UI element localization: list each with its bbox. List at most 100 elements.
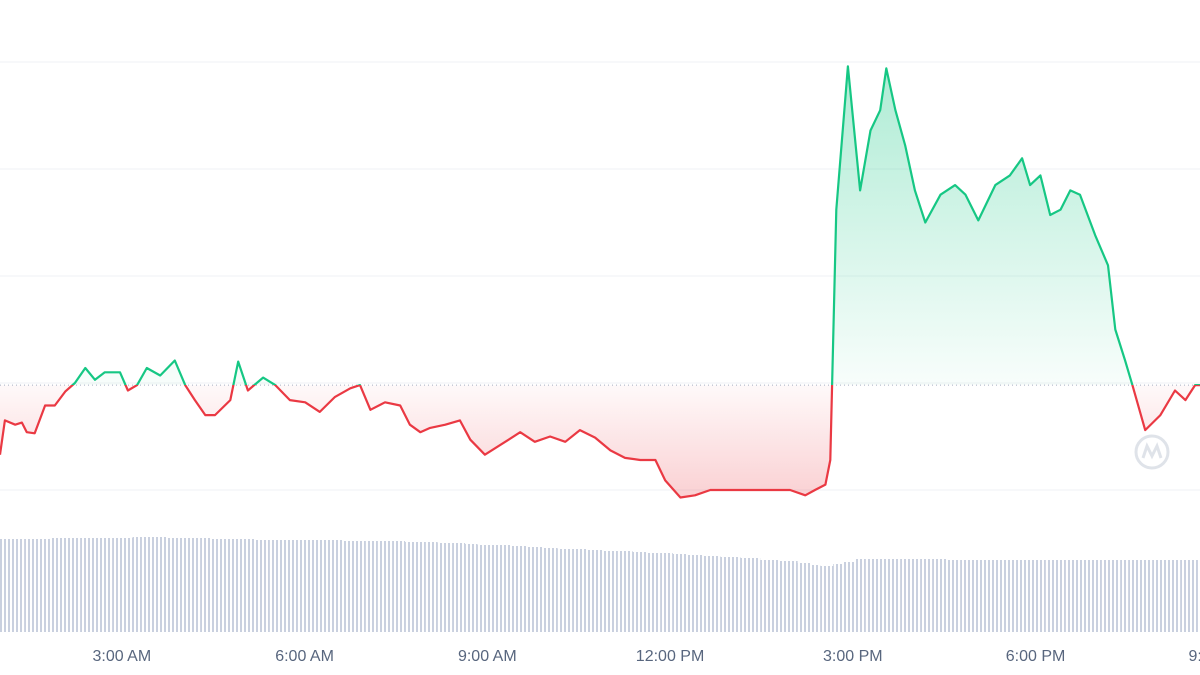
x-tick-label: 3:00 AM: [92, 648, 151, 665]
volume-bar: [647, 553, 661, 632]
volume-bar: [617, 551, 633, 632]
volume-bar: [200, 538, 211, 632]
volume-bar: [60, 538, 71, 632]
volume-bar: [112, 538, 124, 632]
volume-bar: [527, 547, 543, 632]
volume-bar: [477, 545, 493, 632]
x-tick-label: 6:00 PM: [1006, 648, 1066, 665]
volume-bar: [465, 544, 478, 632]
volume-bar: [854, 559, 866, 632]
volume-bar: [1190, 560, 1198, 632]
volume-bar: [632, 552, 648, 632]
volume-bar: [1065, 560, 1076, 632]
volume-bar: [10, 539, 19, 632]
x-tick-label: 3:00 PM: [823, 648, 883, 665]
volume-bar: [452, 543, 466, 632]
volume-bar: [1167, 560, 1181, 632]
volume-bar: [39, 539, 50, 632]
volume-bar: [141, 537, 154, 632]
volume-bar: [282, 540, 298, 632]
volume-bar: [210, 539, 223, 632]
volume-bar: [1152, 560, 1168, 632]
volume-bar: [827, 566, 834, 632]
volume-bar: [342, 541, 356, 632]
volume-bar: [312, 540, 328, 632]
volume-bar: [49, 538, 60, 632]
volume-bar: [405, 542, 416, 632]
volume-bar: [415, 542, 426, 632]
volume-bar: [123, 538, 133, 632]
volume-bar: [269, 540, 283, 632]
volume-bar: [234, 539, 244, 632]
volume-bar: [960, 560, 972, 632]
volume-bar: [255, 540, 270, 632]
volume-bar: [1055, 560, 1066, 632]
volume-bar: [243, 539, 256, 632]
x-tick-label: 9:00 AM: [458, 648, 517, 665]
volume-bar: [1197, 560, 1200, 632]
volume-bar: [572, 549, 588, 632]
volume-bar: [327, 540, 343, 632]
volume-bar: [1111, 560, 1121, 632]
watermark: [1134, 434, 1170, 470]
volume-bar: [542, 548, 558, 632]
volume-bar: [760, 560, 780, 632]
volume-bar: [392, 541, 406, 632]
volume-bar: [492, 545, 511, 632]
volume-bar: [875, 559, 884, 632]
volume-bar: [883, 559, 891, 632]
volume-bar: [437, 543, 453, 632]
volume-bar: [971, 560, 987, 632]
volume-bar: [890, 559, 901, 632]
volume-bar: [297, 540, 313, 632]
volume-bar: [660, 553, 673, 632]
volume-bar: [510, 546, 528, 632]
volume-bar: [1128, 560, 1139, 632]
volume-bar: [99, 538, 113, 632]
volume-bar: [1120, 560, 1129, 632]
volume-bar: [30, 539, 40, 632]
volume-bar: [900, 559, 911, 632]
volume-bar: [18, 539, 25, 632]
price-area: [0, 66, 1200, 498]
volume-bar: [687, 555, 703, 632]
volume-bar: [810, 565, 821, 632]
volume-bar: [365, 541, 378, 632]
volume-bar: [222, 539, 235, 632]
volume-bar: [932, 559, 948, 632]
volume-bar: [377, 541, 393, 632]
volume-bar: [833, 564, 843, 632]
volume-bar: [190, 538, 201, 632]
volume-bar: [720, 557, 741, 632]
volume-bar: [1075, 560, 1088, 632]
volume-bar: [425, 542, 438, 632]
volume-bar: [90, 538, 100, 632]
volume-bar: [797, 563, 811, 632]
volume-bar: [1035, 560, 1046, 632]
volume-bar: [355, 541, 366, 632]
volume-bar: [80, 538, 91, 632]
volume-bar: [1138, 560, 1153, 632]
volume-bar: [986, 560, 1003, 632]
x-tick-label: 12:00 PM: [636, 648, 704, 665]
x-tick-label: 6:00 AM: [275, 648, 334, 665]
volume-bar: [24, 539, 31, 632]
volume-bar: [0, 539, 3, 632]
volume-bar: [1045, 560, 1056, 632]
volume-bar: [865, 559, 876, 632]
volume-bar: [180, 538, 191, 632]
volume-bar: [1087, 560, 1102, 632]
volume-bar: [557, 549, 573, 632]
volume-bar: [820, 566, 828, 632]
volume-bar: [842, 562, 855, 632]
volume-bar: [1101, 560, 1112, 632]
volume-bar: [1002, 560, 1017, 632]
volume-bar: [740, 558, 761, 632]
x-tick-label: 9:00 PM: [1188, 648, 1200, 665]
volume-bar: [1016, 560, 1027, 632]
volume-bar: [2, 539, 11, 632]
volume-bar: [153, 537, 168, 632]
volume-bar: [672, 554, 688, 632]
volume-bar: [910, 559, 921, 632]
